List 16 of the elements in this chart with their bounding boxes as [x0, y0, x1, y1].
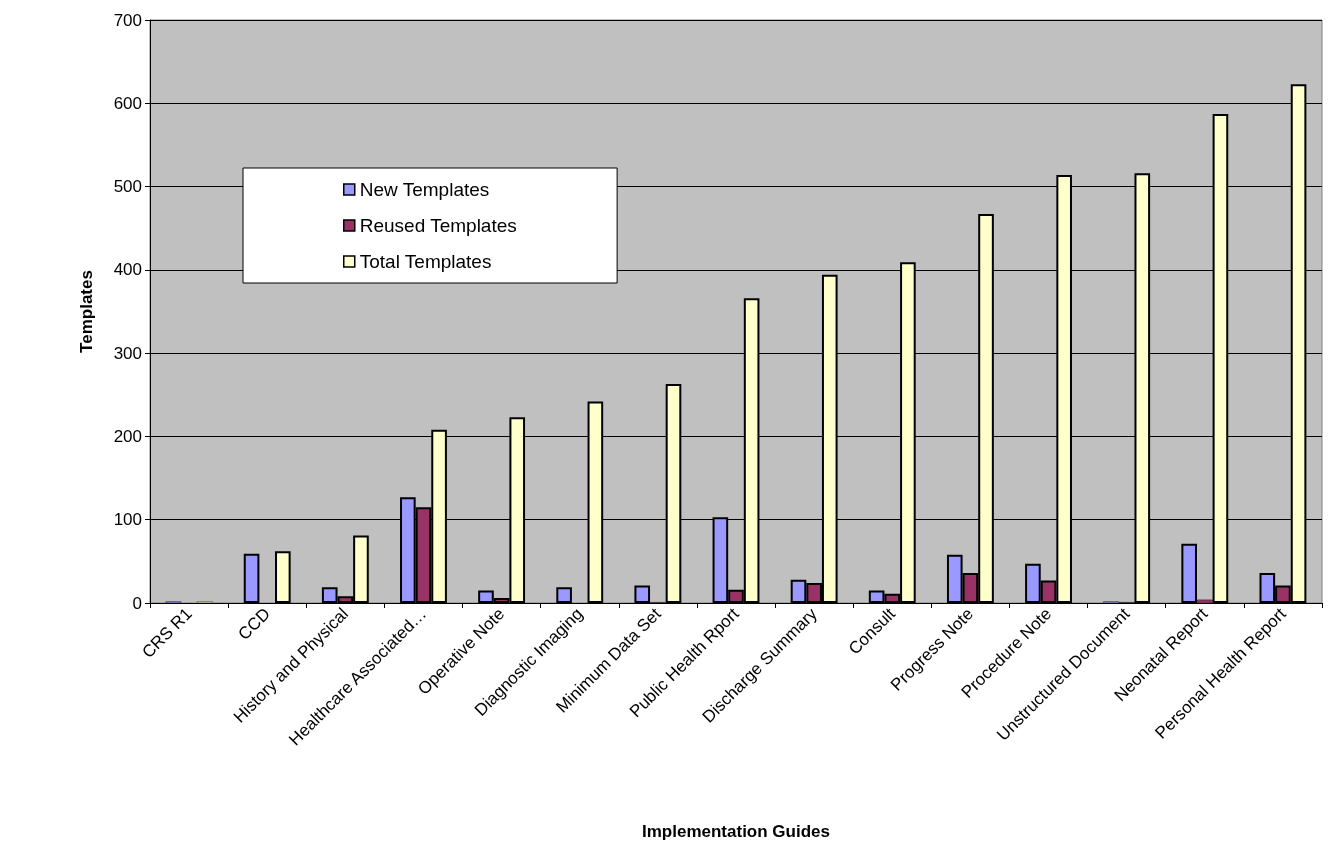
y-tick-label: 200	[113, 426, 142, 446]
bar	[556, 587, 572, 603]
legend-label: Reused Templates	[359, 215, 517, 236]
x-axis-title: Implementation Guides	[642, 822, 830, 841]
y-tick-label: 600	[113, 93, 142, 113]
y-tick-label: 300	[113, 343, 142, 363]
bar	[275, 551, 291, 603]
y-tick-label: 100	[113, 510, 142, 530]
y-tick-label: 700	[113, 10, 142, 30]
y-tick-label: 500	[113, 177, 142, 197]
y-tick-label: 400	[113, 260, 142, 280]
y-axis-title: Templates	[77, 270, 96, 353]
y-tick-label: 0	[132, 593, 142, 613]
bar	[243, 553, 260, 603]
legend-label: New Templates	[359, 179, 490, 200]
legend-label: Total Templates	[359, 251, 492, 272]
